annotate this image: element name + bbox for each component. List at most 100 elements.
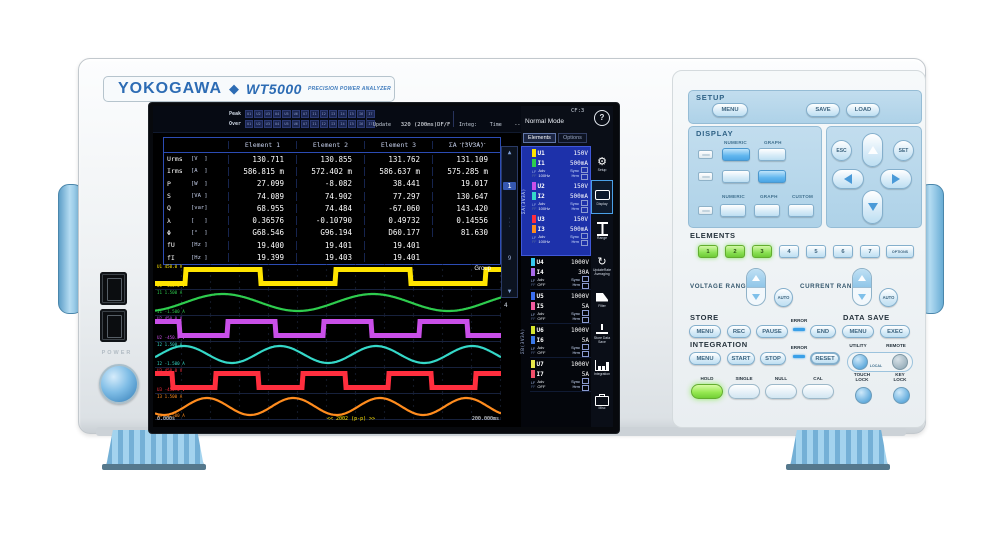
element-entry[interactable]: U4 1000V I4 30A LF FF Adv OFF Sync Hrm [530,256,591,290]
sidebar-item-store[interactable]: Store Data Save [591,316,613,350]
usb-port-1[interactable] [100,272,127,305]
lcd-screen[interactable]: Peak U1 U2 U3 U4 U5 U6 U7 I1 I2 I3 I4 I5 I6 I7 Over U… [153,106,613,427]
data-save-exec-button[interactable]: EXEC [880,325,910,338]
usb-port-2[interactable] [100,309,127,342]
integration-reset-button[interactable]: RESET [810,352,840,365]
load-button[interactable]: LOAD [846,103,880,117]
voltage-range-label: VOLTAGE RANGE [690,283,751,290]
element-key-5[interactable]: 5 [806,245,826,258]
sidebar-item-filter[interactable]: Filter [591,282,613,316]
lf-ff-flags: LF FF [532,236,536,244]
ff-flag: FF [531,384,536,389]
adv-label: Adv [538,168,546,173]
store-menu-button[interactable]: MENU [689,325,721,338]
element-group-b[interactable]: ΣB(3V3A) U4 1000V I4 30A LF FF Adv OFF Sync Hrm U5… [521,256,591,427]
element-entry[interactable]: U1 150V I1 500mA LF FF Adv 100Hz Sync Hrm [531,147,590,180]
display-graph-button-3[interactable] [754,204,780,217]
nav-up-button[interactable] [862,133,883,167]
store-pause-button[interactable]: PAUSE [756,325,788,338]
element-key-1[interactable]: 1 [698,245,718,258]
row-label-cell: Q [var] [164,204,228,212]
store-end-button[interactable]: END [810,325,836,338]
sync-tag-u [581,167,588,173]
freq-value: OFF [537,315,546,321]
store-rec-button[interactable]: REC [727,325,751,338]
sidebar-item-range[interactable]: Range [591,214,613,248]
integration-stop-button[interactable]: STOP [760,352,786,365]
display-numeric-button-3[interactable] [720,204,746,217]
voltage-range-rocker[interactable] [746,268,766,306]
display-numeric-label-1: NUMERIC [724,140,747,145]
element-entry[interactable]: U7 1000V I7 5A LF FF Adv OFF Sync Hrm [530,358,591,392]
sidebar-item-misc[interactable]: Misc [591,384,613,418]
key-lock-button[interactable] [893,387,910,404]
element-entry[interactable]: U5 1000V I5 5A LF FF Adv OFF Sync Hrm [530,290,591,324]
value-cell: G96.194 [296,228,364,238]
element-group-a[interactable]: ΣA(3V3A) U1 150V I1 500mA LF FF Adv 100Hz Sync Hr… [521,146,591,256]
nav-down-button[interactable] [862,190,883,224]
setup-menu-button[interactable]: MENU [712,103,748,117]
hold-button[interactable] [691,384,723,399]
data-save-menu-button[interactable]: MENU [842,325,874,338]
adv-freq: Adv 100Hz [538,168,550,178]
page-up-icon[interactable]: ▲ [507,149,512,156]
display-graph-button-2[interactable] [758,170,786,183]
sidebar-item-update[interactable]: ↻ UpdateRate Averaging [591,248,613,282]
remote-button[interactable] [892,354,908,370]
element-key-6[interactable]: 6 [833,245,853,258]
table-row: fU [Hz ] 19.400 19.401 19.401 [164,239,500,251]
integration-menu-button[interactable]: MENU [689,352,721,365]
table-header-cell: Element 3 [364,141,432,149]
sidebar-item-gear[interactable]: ⚙ Setup [591,146,613,180]
element-key-3[interactable]: 3 [752,245,772,258]
display-numeric-button-2[interactable] [722,170,750,183]
voltage-range-down[interactable] [747,288,765,305]
integration-start-button[interactable]: START [727,352,755,365]
voltage-range: 150V [573,182,588,190]
sync-tag-i [581,173,588,180]
ff-flag: FF [531,350,536,355]
element-key-4[interactable]: 4 [779,245,799,258]
sidebar-item-display[interactable]: Display [591,180,613,214]
nav-left-button[interactable] [832,169,864,189]
voltage-name: U7 [536,360,544,368]
power-button[interactable] [99,364,139,404]
set-button[interactable]: SET [893,140,914,161]
voltage-range-up[interactable] [747,269,765,288]
options-button[interactable]: OPTIONS [886,245,914,258]
time-end: 200.000ms [471,416,499,422]
element-entry[interactable]: U6 1000V I6 5A LF FF Adv OFF Sync Hrm [530,324,591,358]
save-button[interactable]: SAVE [806,103,840,117]
tab-options[interactable]: Options [557,133,587,143]
current-range-down[interactable] [853,288,871,305]
sync-tag-i [581,239,588,246]
display-graph-button-1[interactable] [758,148,786,161]
page-selector[interactable]: ▲ 1 · · · 9 ▼ [501,146,518,298]
null-button[interactable] [765,384,797,399]
voltage-auto-button[interactable]: AUTO [774,288,793,307]
page-down-icon[interactable]: ▼ [507,288,512,295]
current-auto-button[interactable]: AUTO [879,288,898,307]
sidebar-item-integration[interactable]: Integration [591,350,613,384]
current-range-up[interactable] [853,269,871,288]
display-numeric-button-1[interactable] [722,148,750,161]
esc-button[interactable]: ESC [831,140,852,161]
row-label-cell: fI [Hz ] [164,254,228,262]
element-key-7[interactable]: 7 [860,245,880,258]
touch-lock-button[interactable] [855,387,872,404]
single-button[interactable] [728,384,760,399]
setup-title: SETUP [696,93,726,102]
value-cell: 68.955 [228,203,296,213]
current-range-rocker[interactable] [852,268,872,306]
cal-button[interactable] [802,384,834,399]
element-entry[interactable]: U2 150V I2 500mA LF FF Adv 100Hz Sync Hrm [531,180,590,213]
element-entry[interactable]: U3 150V I3 500mA LF FF Adv 100Hz Sync Hrm [531,213,590,246]
display-custom-button[interactable] [788,204,814,217]
utility-button[interactable] [852,354,868,370]
tab-elements[interactable]: Elements [523,133,556,143]
value-cell: 19.400 [228,240,296,250]
element-key-2[interactable]: 2 [725,245,745,258]
lf-ff-flags: LF FF [531,381,535,389]
help-icon[interactable]: ? [594,110,610,126]
nav-right-button[interactable] [880,169,912,189]
